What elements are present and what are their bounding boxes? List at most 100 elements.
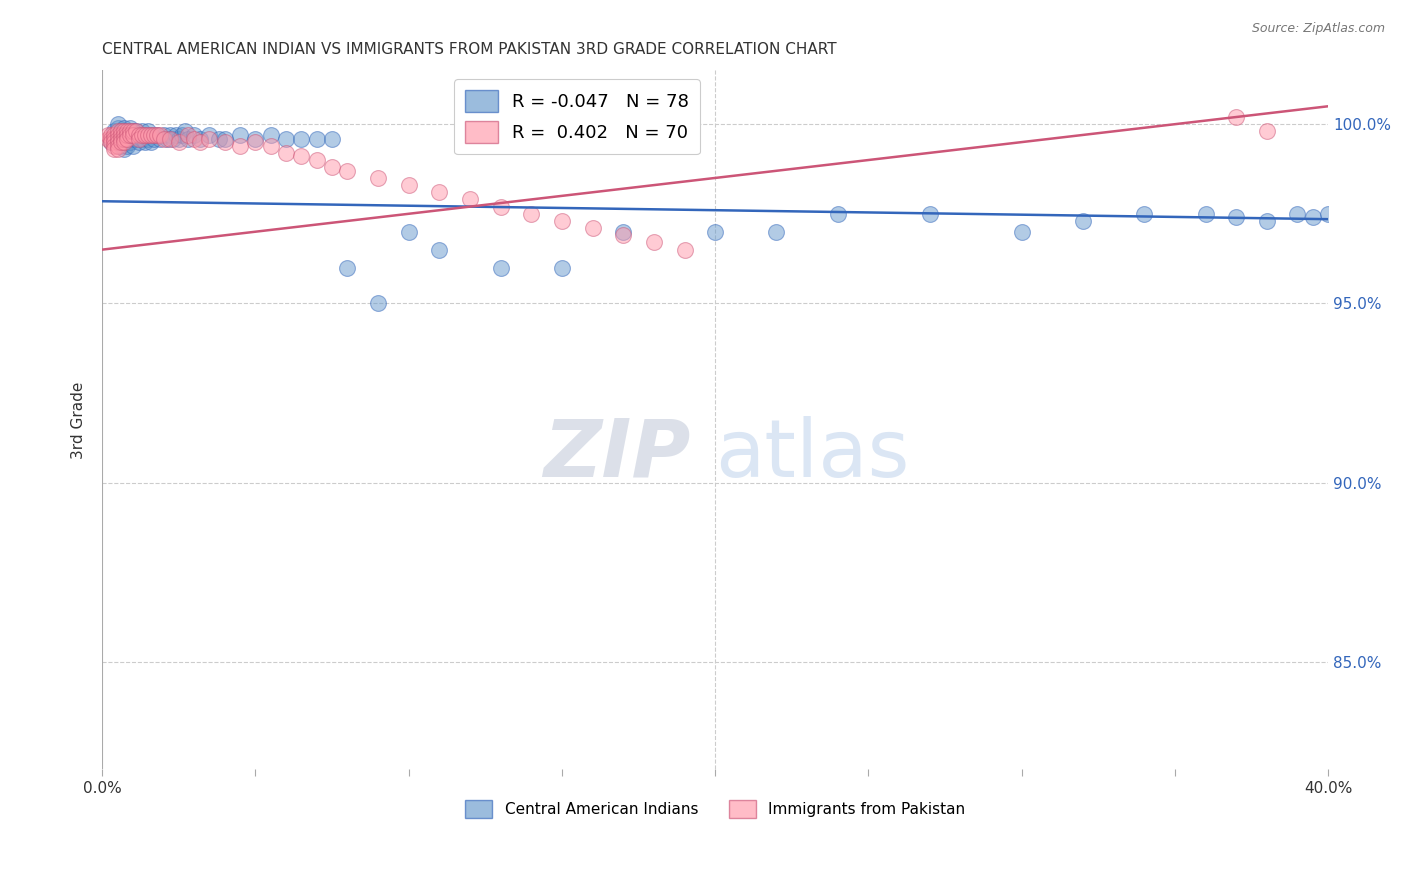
Point xyxy=(177,131,200,145)
Point xyxy=(121,131,143,145)
Point xyxy=(115,128,138,142)
Point xyxy=(110,138,132,153)
Point xyxy=(290,131,312,145)
Point xyxy=(131,131,153,145)
Point xyxy=(1317,207,1340,221)
Point xyxy=(159,128,181,142)
Point xyxy=(918,207,941,221)
Point xyxy=(107,142,129,156)
Point xyxy=(115,131,138,145)
Point xyxy=(183,128,205,142)
Point xyxy=(131,128,153,142)
Point xyxy=(136,124,159,138)
Point xyxy=(115,124,138,138)
Point xyxy=(115,138,138,153)
Point xyxy=(125,124,148,138)
Point xyxy=(118,128,141,142)
Point xyxy=(103,138,125,153)
Point xyxy=(245,135,267,149)
Point xyxy=(1133,207,1156,221)
Point xyxy=(260,138,283,153)
Point xyxy=(143,128,166,142)
Point xyxy=(336,163,359,178)
Point xyxy=(1225,110,1247,124)
Point xyxy=(131,124,153,138)
Point xyxy=(398,178,420,193)
Point xyxy=(107,128,129,142)
Point xyxy=(112,135,135,149)
Point xyxy=(149,131,172,145)
Point xyxy=(110,124,132,138)
Point xyxy=(107,135,129,149)
Point xyxy=(673,243,696,257)
Point xyxy=(107,138,129,153)
Point xyxy=(128,128,150,142)
Point xyxy=(118,124,141,138)
Point xyxy=(121,128,143,142)
Point xyxy=(121,124,143,138)
Point xyxy=(103,142,125,156)
Point xyxy=(143,131,166,145)
Point xyxy=(229,138,252,153)
Point xyxy=(115,131,138,145)
Point xyxy=(214,131,236,145)
Point xyxy=(427,186,450,200)
Point xyxy=(112,128,135,142)
Point xyxy=(128,131,150,145)
Point xyxy=(336,260,359,275)
Point xyxy=(107,120,129,135)
Point xyxy=(427,243,450,257)
Point xyxy=(174,124,197,138)
Point xyxy=(167,135,190,149)
Point xyxy=(112,120,135,135)
Point xyxy=(1225,211,1247,225)
Point xyxy=(398,225,420,239)
Point xyxy=(115,124,138,138)
Point xyxy=(110,128,132,142)
Point xyxy=(214,135,236,149)
Point xyxy=(112,131,135,145)
Point xyxy=(110,131,132,145)
Point xyxy=(100,135,122,149)
Point xyxy=(551,214,574,228)
Point xyxy=(103,131,125,145)
Point xyxy=(827,207,849,221)
Point xyxy=(118,120,141,135)
Point xyxy=(141,128,163,142)
Point xyxy=(100,135,122,149)
Point xyxy=(134,128,156,142)
Point xyxy=(97,128,120,142)
Point xyxy=(107,117,129,131)
Point xyxy=(458,193,481,207)
Point xyxy=(128,135,150,149)
Point xyxy=(141,135,163,149)
Point xyxy=(198,131,221,145)
Point xyxy=(612,228,634,243)
Point xyxy=(612,225,634,239)
Point xyxy=(125,124,148,138)
Y-axis label: 3rd Grade: 3rd Grade xyxy=(72,381,86,458)
Point xyxy=(170,128,193,142)
Point xyxy=(141,128,163,142)
Point xyxy=(1302,211,1324,225)
Text: ZIP: ZIP xyxy=(543,416,690,494)
Point xyxy=(125,131,148,145)
Point xyxy=(208,131,231,145)
Point xyxy=(118,128,141,142)
Point xyxy=(152,131,174,145)
Point xyxy=(290,149,312,163)
Point xyxy=(165,128,187,142)
Point xyxy=(305,153,328,167)
Point xyxy=(110,124,132,138)
Text: CENTRAL AMERICAN INDIAN VS IMMIGRANTS FROM PAKISTAN 3RD GRADE CORRELATION CHART: CENTRAL AMERICAN INDIAN VS IMMIGRANTS FR… xyxy=(103,42,837,57)
Point xyxy=(245,131,267,145)
Point xyxy=(367,170,389,185)
Point xyxy=(103,131,125,145)
Point xyxy=(643,235,665,250)
Point xyxy=(136,128,159,142)
Point xyxy=(1256,124,1278,138)
Point xyxy=(198,128,221,142)
Point xyxy=(1286,207,1309,221)
Point xyxy=(107,131,129,145)
Point xyxy=(100,131,122,145)
